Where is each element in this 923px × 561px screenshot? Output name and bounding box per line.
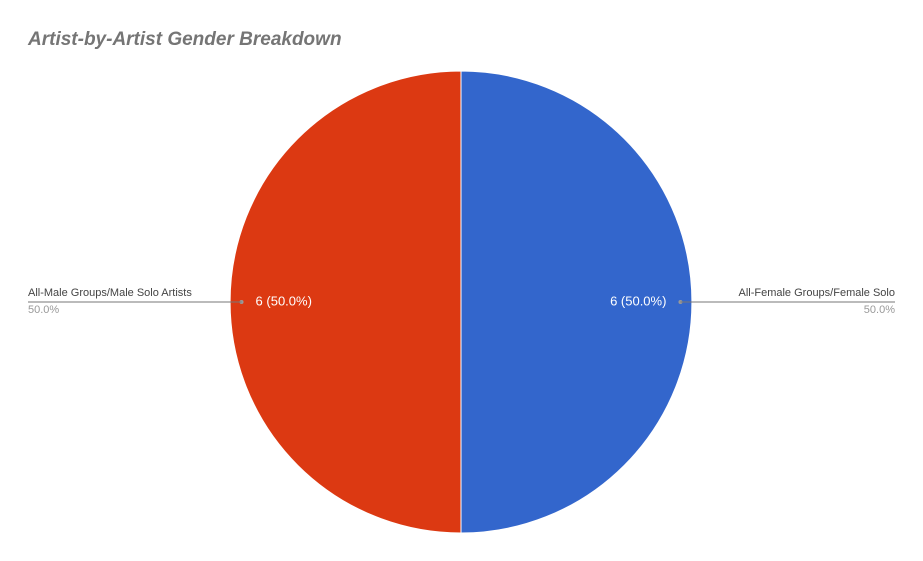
slice-label: 6 (50.0%) bbox=[610, 293, 666, 308]
legend-label: All-Male Groups/Male Solo Artists bbox=[28, 287, 192, 299]
percent-label: 50.0% bbox=[28, 304, 59, 316]
percent-label: 50.0% bbox=[864, 304, 895, 316]
legend-label: All-Female Groups/Female Solo bbox=[738, 287, 895, 299]
chart-title: Artist-by-Artist Gender Breakdown bbox=[27, 29, 342, 50]
slice-label: 6 (50.0%) bbox=[256, 293, 312, 308]
